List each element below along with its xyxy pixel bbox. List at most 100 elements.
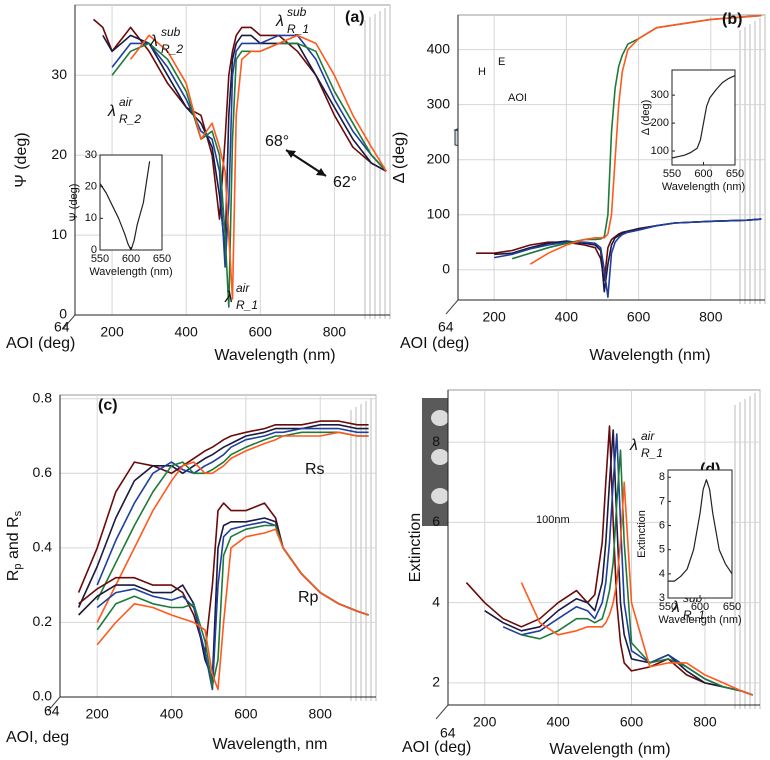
- annotation: E: [498, 56, 505, 68]
- inset-x-label: Wavelength (nm): [658, 614, 741, 626]
- annotation: (c): [98, 397, 118, 414]
- data-line: [77, 424, 369, 608]
- particle: [431, 410, 449, 426]
- y-tick-label: 0.2: [33, 613, 53, 629]
- y-tick-label: 5: [659, 544, 665, 556]
- annotation-sub: R_1: [683, 608, 705, 622]
- y-tick-label: 0.8: [33, 389, 53, 405]
- y-tick-label: 0: [91, 244, 97, 256]
- annotation: AOI (deg): [6, 335, 75, 352]
- x-tick-label: 650: [153, 253, 171, 265]
- x-tick-label: 400: [160, 706, 184, 722]
- annotation: H: [478, 66, 486, 78]
- y-tick-label: 300: [427, 95, 451, 111]
- arrow-head: [286, 150, 296, 158]
- x-tick-label: 800: [699, 309, 723, 325]
- y-tick-label: 0.6: [33, 464, 53, 480]
- data-line: [465, 425, 753, 696]
- annotation: 64: [54, 319, 70, 335]
- aoi-axis: [435, 704, 449, 720]
- aoi-axis: [62, 314, 76, 330]
- annotation-sup: sub: [287, 5, 307, 19]
- annotation-sub: R_2: [161, 42, 183, 56]
- annotation: AOI (deg): [400, 335, 469, 352]
- y-tick-label: 30: [85, 149, 97, 161]
- y-tick-label: 6: [432, 513, 440, 529]
- annotation: λ: [149, 33, 158, 50]
- annotation: (a): [345, 9, 365, 26]
- label-part: and R: [5, 516, 22, 563]
- x-tick-label: 600: [620, 714, 644, 730]
- x-tick-label: 550: [659, 601, 677, 613]
- x-tick-label: 200: [100, 324, 124, 340]
- data-line: [111, 34, 387, 268]
- x-tick-label: 650: [726, 168, 744, 180]
- x-tick-label: 600: [627, 309, 651, 325]
- y-tick-label: 20: [85, 181, 97, 193]
- annotation-sub: R_1: [236, 298, 258, 312]
- x-tick-label: 200: [473, 714, 497, 730]
- data-line: [484, 429, 753, 696]
- inset-x-label: Wavelength (nm): [662, 181, 745, 193]
- data-line: [671, 75, 736, 159]
- x-tick-label: 600: [234, 706, 258, 722]
- y-tick-label: 400: [427, 40, 451, 56]
- subscript: s: [12, 510, 24, 516]
- y-tick-label: 0: [442, 260, 450, 276]
- x-tick-label: 800: [309, 706, 333, 722]
- data-line: [668, 479, 733, 582]
- y-tick-label: 100: [651, 145, 669, 157]
- annotation: λ: [224, 289, 233, 306]
- data-line: [529, 14, 762, 265]
- x-tick-label: 200: [482, 309, 506, 325]
- x-tick-label: 600: [691, 601, 709, 613]
- annotation: λ: [107, 103, 116, 120]
- annotation: λ: [671, 599, 680, 616]
- data-line: [520, 481, 753, 696]
- y-tick-label: 3: [659, 592, 665, 604]
- annotation: λ: [275, 13, 284, 30]
- y-tick-label: 6: [659, 519, 665, 531]
- data-line: [96, 427, 369, 586]
- annotation: AOI: [508, 92, 527, 104]
- annotation: (b): [722, 11, 742, 28]
- annotation: AOI (deg): [402, 739, 471, 756]
- subscript: p: [12, 563, 24, 569]
- annotation: Rp: [298, 589, 319, 606]
- y-axis-label: Extinction: [407, 513, 424, 582]
- y-tick-label: 30: [51, 66, 67, 82]
- x-tick-label: 400: [546, 714, 570, 730]
- x-axis-label: Wavelength (nm): [214, 347, 335, 364]
- annotation: 62°: [333, 174, 357, 191]
- data-line: [129, 34, 387, 300]
- y-tick-label: 0: [59, 306, 67, 322]
- inset-x-label: Wavelength (nm): [89, 266, 172, 278]
- y-tick-label: 200: [651, 117, 669, 129]
- annotation-sup: air: [119, 95, 133, 109]
- x-axis-label: Wavelength (nm): [549, 741, 670, 758]
- annotation-sub: R_2: [119, 112, 141, 126]
- inset-frame: [671, 69, 736, 166]
- x-tick-label: 550: [91, 253, 109, 265]
- y-tick-label: 20: [51, 146, 67, 162]
- x-axis-label: Wavelength (nm): [589, 347, 710, 364]
- x-tick-label: 600: [694, 168, 712, 180]
- x-tick-label: 400: [174, 324, 198, 340]
- annotation: 64: [440, 725, 456, 741]
- data-line: [493, 218, 762, 298]
- x-tick-label: 600: [122, 253, 140, 265]
- label-part: R: [5, 570, 22, 582]
- annotation: λ: [629, 437, 638, 454]
- x-tick-label: 650: [723, 601, 741, 613]
- y-tick-label: 8: [432, 433, 440, 449]
- y-tick-label: 4: [432, 593, 440, 609]
- annotation: 64: [44, 703, 60, 719]
- inset-y-label: Δ (deg): [640, 100, 652, 135]
- y-tick-label: 10: [85, 212, 97, 224]
- y-tick-label: 100: [427, 205, 451, 221]
- data-line: [102, 34, 387, 252]
- particle: [431, 449, 449, 465]
- x-axis-label: Wavelength, nm: [212, 736, 327, 753]
- y-tick-label: 0.0: [33, 688, 53, 704]
